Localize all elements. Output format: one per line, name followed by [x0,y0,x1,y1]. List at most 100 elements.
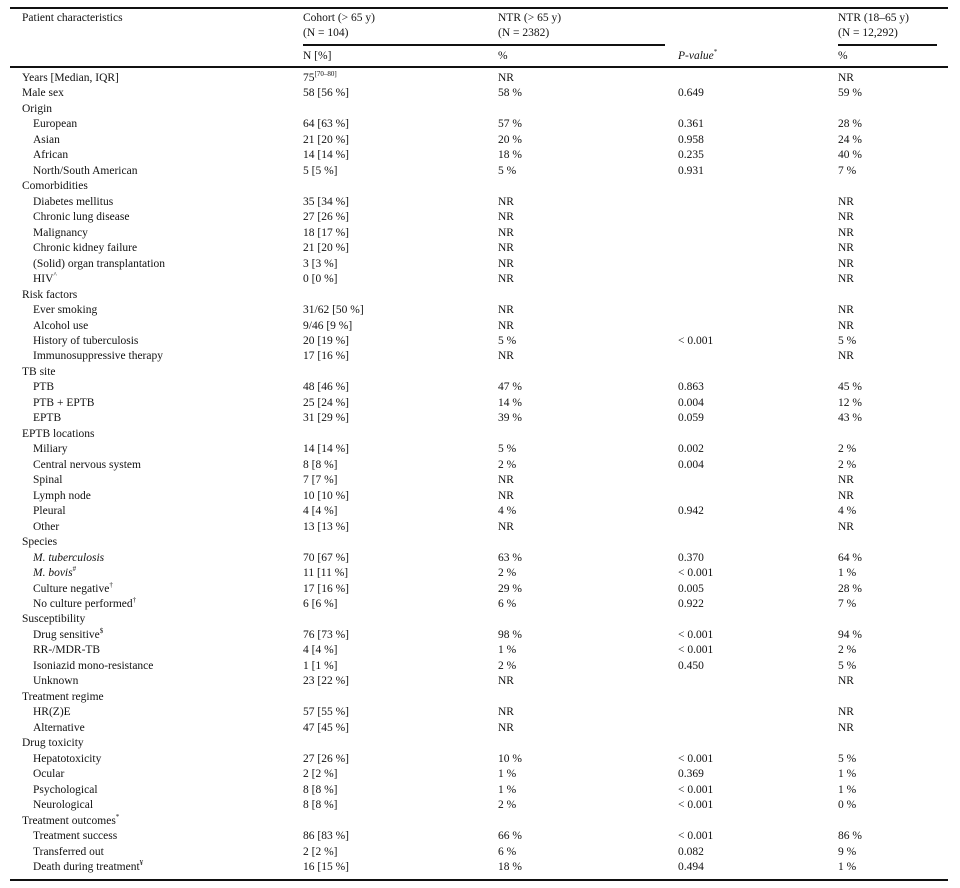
cell-text: NR [498,675,514,688]
ntr-old-value: 39 % [498,411,522,426]
cohort-value: 5 [5 %] [303,164,338,179]
cell-text: 16 [15 %] [303,860,349,873]
ntr-old-value: 47 % [498,380,522,395]
row-label-text: Susceptibility [22,613,86,626]
ntr-young-value: 4 % [838,504,856,519]
cell-text: 10 % [498,752,522,765]
row-label: Treatment outcomes* [22,813,119,829]
cell-text: 5 % [838,752,857,765]
cell-text: NR [838,474,854,487]
cell-text: 47 % [498,381,522,394]
ntr-young-value: 1 % [838,860,856,875]
cell-text: 0.235 [678,149,704,162]
cohort-value: 75[70–80] [303,71,337,86]
table-group-row: Comorbidities [0,179,960,194]
cell-text: NR [838,721,854,734]
cell-text: 8 [8 %] [303,783,338,796]
cell-text: NR [498,721,514,734]
cell-text: 0.005 [678,582,704,595]
cohort-value: 14 [14 %] [303,148,349,163]
group-rule-right [838,44,937,46]
cell-text: NR [498,211,514,224]
row-label-text: Chronic kidney failure [33,242,138,255]
cohort-value: 6 [6 %] [303,597,338,612]
cell-text: NR [498,242,514,255]
ntr-old-value: 98 % [498,628,522,643]
table-row: Pleural 4 [4 %] 4 % 0.942 4 % [0,504,960,519]
cell-text: 43 % [838,412,862,425]
cohort-value: 2 [2 %] [303,845,338,860]
ntr-young-value: NR [838,272,854,287]
p-value: < 0.001 [678,752,713,767]
ntr-young-value: 2 % [838,442,856,457]
row-label-text: EPTB locations [22,427,95,440]
cell-text: 21 [20 %] [303,133,349,146]
row-label: TB site [22,365,56,380]
p-value: 0.370 [678,551,704,566]
row-label-text: HR(Z)E [33,706,71,719]
p-value: 0.002 [678,442,704,457]
cell-text: 64 [63 %] [303,118,349,131]
ntr-old-value: 6 % [498,845,516,860]
table-group-row: Origin [0,102,960,117]
p-value: < 0.001 [678,829,713,844]
cell-text: 1 % [838,567,857,580]
cell-text: 0.649 [678,87,704,100]
table-row: M. bovis# 11 [11 %] 2 % < 0.001 1 % [0,566,960,581]
ntr-old-value: 10 % [498,752,522,767]
row-label-text: Chronic lung disease [33,211,130,224]
table-row: European 64 [63 %] 57 % 0.361 28 % [0,117,960,132]
p-value: 0.005 [678,582,704,597]
row-label-text: African [33,149,69,162]
p-value: 0.958 [678,133,704,148]
ntr-old-value: NR [498,721,514,736]
cohort-value: 8 [8 %] [303,458,338,473]
ntr-young-value: NR [838,241,854,256]
cell-text: 2 % [498,567,517,580]
cohort-value: 21 [20 %] [303,241,349,256]
cell-text: 23 [22 %] [303,675,349,688]
cell-text: 28 % [838,118,862,131]
p-value: 0.004 [678,458,704,473]
cohort-value: 14 [14 %] [303,442,349,457]
ntr-young-value: 5 % [838,752,856,767]
header-ntr-old-n: (N = 2382) [498,27,550,39]
cell-text: 5 % [498,443,517,456]
cohort-value: 2 [2 %] [303,767,338,782]
cohort-value: 4 [4 %] [303,643,338,658]
cell-text: < 0.001 [678,644,714,657]
cell-text: 29 % [498,582,522,595]
table-row: HIV^ 0 [0 %] NR NR [0,272,960,287]
cell-text: 4 % [498,505,517,518]
ntr-young-value: 7 % [838,164,856,179]
ntr-young-value: NR [838,349,854,364]
cell-text: 1 % [498,644,517,657]
row-label-text: Neurological [33,799,94,812]
ntr-old-value: NR [498,705,514,720]
row-label: Male sex [22,86,64,101]
table-row: Immunosuppressive therapy 17 [16 %] NR NR [0,349,960,364]
cell-text: NR [838,72,854,84]
cell-text: 58 % [498,87,522,100]
ntr-old-value: 1 % [498,783,516,798]
header-cohort-n: (N = 104) [303,27,349,39]
cell-text: NR [498,489,514,502]
cohort-value: 17 [16 %] [303,582,349,597]
cohort-value: 31/62 [50 %] [303,303,364,318]
cell-text: 39 % [498,412,522,425]
cell-text: 58 [56 %] [303,87,349,100]
row-label: Asian [33,133,60,148]
p-value: 0.450 [678,659,704,674]
table-row: Alcohol use 9/46 [9 %] NR NR [0,319,960,334]
row-label-text: M. tuberculosis [33,551,105,564]
cell-text: 59 % [838,87,862,100]
cell-text: 14 [14 %] [303,149,349,162]
ntr-old-value: 14 % [498,396,522,411]
top-rule [10,7,948,9]
p-value: < 0.001 [678,334,713,349]
cell-text: 35 [34 %] [303,195,349,208]
cell-text: 76 [73 %] [303,628,349,641]
row-label-text: Risk factors [22,288,78,301]
row-label: M. tuberculosis [33,551,104,566]
table-row: EPTB 31 [29 %] 39 % 0.059 43 % [0,411,960,426]
